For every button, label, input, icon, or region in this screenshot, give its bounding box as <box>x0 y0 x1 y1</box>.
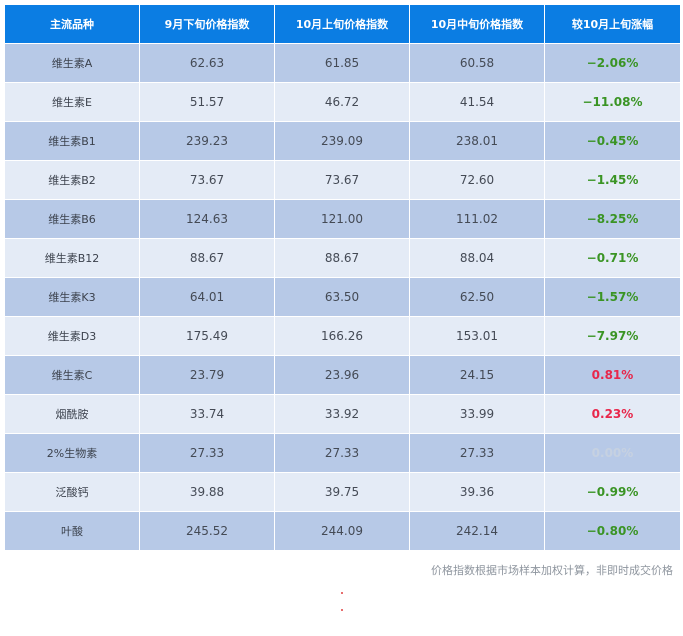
cell-mid-oct-index: 153.01 <box>410 317 544 355</box>
cell-early-oct-index: 63.50 <box>275 278 409 316</box>
decorative-dot <box>341 592 343 594</box>
cell-mid-oct-index: 88.04 <box>410 239 544 277</box>
cell-variety: 维生素C <box>5 356 139 394</box>
cell-variety: 维生素B12 <box>5 239 139 277</box>
cell-late-sep-index: 23.79 <box>140 356 274 394</box>
table-row: 维生素E 51.57 46.72 41.54 −11.08% <box>5 83 680 121</box>
cell-early-oct-index: 88.67 <box>275 239 409 277</box>
cell-mid-oct-index: 72.60 <box>410 161 544 199</box>
cell-late-sep-index: 33.74 <box>140 395 274 433</box>
table-row: 维生素B12 88.67 88.67 88.04 −0.71% <box>5 239 680 277</box>
cell-early-oct-index: 166.26 <box>275 317 409 355</box>
cell-mid-oct-index: 62.50 <box>410 278 544 316</box>
cell-late-sep-index: 245.52 <box>140 512 274 550</box>
table-row: 维生素B1 239.23 239.09 238.01 −0.45% <box>5 122 680 160</box>
table-body: 维生素A 62.63 61.85 60.58 −2.06% 维生素E 51.57 46.72 4… <box>5 44 680 550</box>
cell-change: −7.97% <box>545 317 680 355</box>
cell-late-sep-index: 124.63 <box>140 200 274 238</box>
cell-change: −0.45% <box>545 122 680 160</box>
table-row: 维生素C 23.79 23.96 24.15 0.81% <box>5 356 680 394</box>
price-index-table-container: 主流品种 9月下旬价格指数 10月上旬价格指数 10月中旬价格指数 较10月上旬… <box>4 4 681 551</box>
header-change-vs-early-oct: 较10月上旬涨幅 <box>545 5 680 43</box>
cell-variety: 维生素D3 <box>5 317 139 355</box>
footnote: 价格指数根据市场样本加权计算，非即时成交价格 <box>431 564 673 577</box>
cell-early-oct-index: 73.67 <box>275 161 409 199</box>
cell-late-sep-index: 64.01 <box>140 278 274 316</box>
cell-early-oct-index: 46.72 <box>275 83 409 121</box>
cell-early-oct-index: 61.85 <box>275 44 409 82</box>
cell-mid-oct-index: 60.58 <box>410 44 544 82</box>
cell-late-sep-index: 175.49 <box>140 317 274 355</box>
header-late-sep-index: 9月下旬价格指数 <box>140 5 274 43</box>
cell-mid-oct-index: 27.33 <box>410 434 544 472</box>
cell-change: −0.80% <box>545 512 680 550</box>
price-index-table: 主流品种 9月下旬价格指数 10月上旬价格指数 10月中旬价格指数 较10月上旬… <box>4 4 681 551</box>
cell-variety: 叶酸 <box>5 512 139 550</box>
table-row: 维生素B2 73.67 73.67 72.60 −1.45% <box>5 161 680 199</box>
table-row: 烟酰胺 33.74 33.92 33.99 0.23% <box>5 395 680 433</box>
table-row: 维生素D3 175.49 166.26 153.01 −7.97% <box>5 317 680 355</box>
cell-early-oct-index: 23.96 <box>275 356 409 394</box>
table-row: 2%生物素 27.33 27.33 27.33 0.00% <box>5 434 680 472</box>
cell-early-oct-index: 244.09 <box>275 512 409 550</box>
cell-mid-oct-index: 33.99 <box>410 395 544 433</box>
table-row: 维生素A 62.63 61.85 60.58 −2.06% <box>5 44 680 82</box>
cell-variety: 烟酰胺 <box>5 395 139 433</box>
cell-change: −1.45% <box>545 161 680 199</box>
cell-mid-oct-index: 41.54 <box>410 83 544 121</box>
cell-late-sep-index: 239.23 <box>140 122 274 160</box>
cell-mid-oct-index: 238.01 <box>410 122 544 160</box>
cell-early-oct-index: 239.09 <box>275 122 409 160</box>
cell-late-sep-index: 39.88 <box>140 473 274 511</box>
decorative-dot <box>341 609 343 611</box>
cell-late-sep-index: 62.63 <box>140 44 274 82</box>
cell-mid-oct-index: 24.15 <box>410 356 544 394</box>
cell-early-oct-index: 33.92 <box>275 395 409 433</box>
cell-variety: 维生素B2 <box>5 161 139 199</box>
header-early-oct-index: 10月上旬价格指数 <box>275 5 409 43</box>
cell-change: −0.99% <box>545 473 680 511</box>
table-row: 叶酸 245.52 244.09 242.14 −0.80% <box>5 512 680 550</box>
cell-change: 0.23% <box>545 395 680 433</box>
table-row: 维生素K3 64.01 63.50 62.50 −1.57% <box>5 278 680 316</box>
cell-variety: 维生素B1 <box>5 122 139 160</box>
cell-variety: 维生素K3 <box>5 278 139 316</box>
cell-change: −0.71% <box>545 239 680 277</box>
header-mid-oct-index: 10月中旬价格指数 <box>410 5 544 43</box>
cell-early-oct-index: 39.75 <box>275 473 409 511</box>
table-header-row: 主流品种 9月下旬价格指数 10月上旬价格指数 10月中旬价格指数 较10月上旬… <box>5 5 680 43</box>
header-variety: 主流品种 <box>5 5 139 43</box>
cell-change: −2.06% <box>545 44 680 82</box>
cell-late-sep-index: 27.33 <box>140 434 274 472</box>
table-row: 维生素B6 124.63 121.00 111.02 −8.25% <box>5 200 680 238</box>
cell-mid-oct-index: 242.14 <box>410 512 544 550</box>
cell-late-sep-index: 73.67 <box>140 161 274 199</box>
cell-variety: 2%生物素 <box>5 434 139 472</box>
cell-late-sep-index: 51.57 <box>140 83 274 121</box>
cell-early-oct-index: 121.00 <box>275 200 409 238</box>
cell-change: 0.00% <box>545 434 680 472</box>
cell-variety: 泛酸钙 <box>5 473 139 511</box>
cell-early-oct-index: 27.33 <box>275 434 409 472</box>
cell-change: 0.81% <box>545 356 680 394</box>
cell-variety: 维生素E <box>5 83 139 121</box>
cell-variety: 维生素B6 <box>5 200 139 238</box>
cell-mid-oct-index: 39.36 <box>410 473 544 511</box>
cell-change: −8.25% <box>545 200 680 238</box>
cell-late-sep-index: 88.67 <box>140 239 274 277</box>
cell-variety: 维生素A <box>5 44 139 82</box>
cell-change: −11.08% <box>545 83 680 121</box>
table-row: 泛酸钙 39.88 39.75 39.36 −0.99% <box>5 473 680 511</box>
cell-change: −1.57% <box>545 278 680 316</box>
cell-mid-oct-index: 111.02 <box>410 200 544 238</box>
